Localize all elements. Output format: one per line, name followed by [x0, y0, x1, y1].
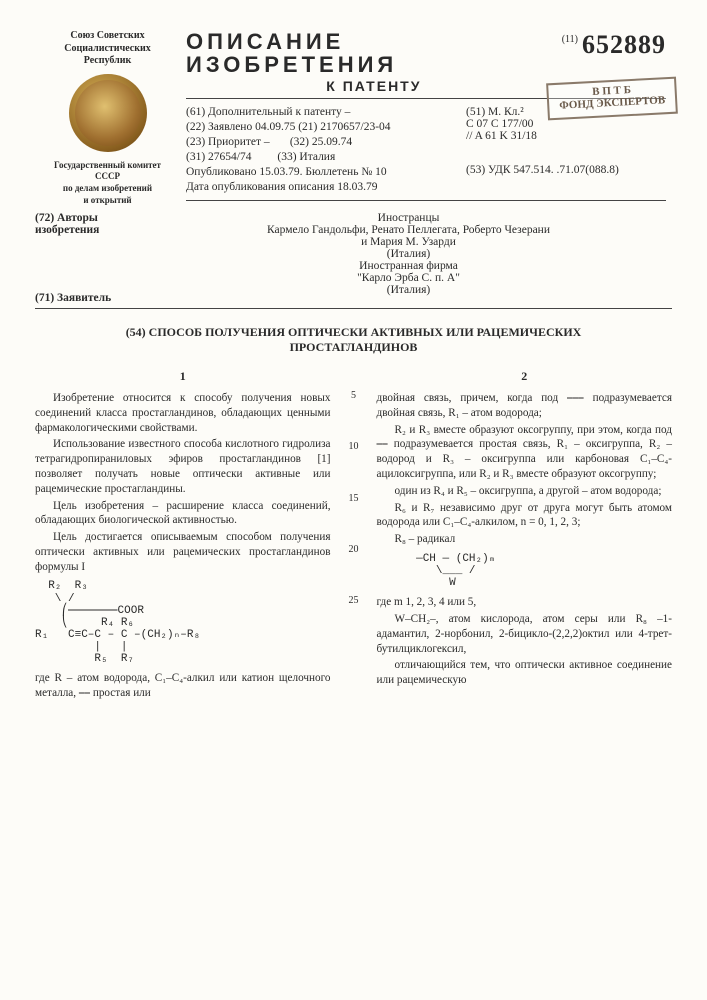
line-numbers: 5 10 15 20 25 — [343, 369, 365, 702]
biblio-left: (61) Дополнительный к патенту – (22) Зая… — [186, 103, 458, 196]
c2-p5: R₈ – радикал — [377, 532, 673, 547]
c2-p4: R₆ и R₇ независимо друг от друга могут б… — [377, 501, 673, 531]
field-23: (23) Приоритет – — [186, 136, 270, 148]
c1-formula: R₂ R₃ \ / ⎛⎯⎯⎯⎯⎯⎯⎯⎯⎯COOR ⎝ R₄ R₆ R₁ C≡C–… — [35, 580, 331, 665]
applicant-block: (71) Заявитель — [35, 252, 672, 304]
ln-25: 25 — [343, 594, 365, 607]
ln-15: 15 — [343, 492, 365, 505]
field-33: (33) Италия — [277, 151, 335, 163]
c1-p4: Цель достигается описываемым способом по… — [35, 530, 331, 574]
c2-formula: —CH — (CH₂)ₘ \___ / W — [377, 553, 673, 589]
divider — [186, 200, 666, 201]
committee-label: Государственный комитет СССР по делам из… — [35, 160, 180, 207]
doc-title-line1: ОПИСАНИЕ — [186, 30, 562, 53]
field-31: (31) 27654/74 — [186, 151, 251, 163]
c2-p3: один из R₄ и R₅ – оксигруппа, а другой –… — [377, 484, 673, 499]
stamp-icon: В П Т Б ФОНД ЭКСПЕРТОВ — [546, 77, 678, 121]
col1-number: 1 — [35, 369, 331, 385]
c1-p1: Изобретение относится к способу получени… — [35, 391, 331, 435]
patent-number: 652889 — [582, 30, 666, 60]
label-71: (71) Заявитель — [35, 252, 145, 304]
c2-p6: где m 1, 2, 3, 4 или 5, — [377, 595, 673, 610]
publication: Опубликовано 15.03.79. Бюллетень № 10 — [186, 166, 450, 178]
doc-subtitle: К ПАТЕНТУ — [186, 78, 562, 94]
c2-p8: отличающийся тем, что оптически активное… — [377, 658, 673, 688]
field-61: (61) Дополнительный к патенту – — [186, 106, 450, 118]
ln-20: 20 — [343, 543, 365, 556]
description-pub: Дата опубликования описания 18.03.79 — [186, 181, 450, 193]
body-columns: 1 Изобретение относится к способу получе… — [35, 369, 672, 702]
divider — [35, 308, 672, 309]
ussr-emblem-icon — [69, 74, 147, 152]
col2-number: 2 — [377, 369, 673, 385]
field-31-33: (31) 27654/74 (33) Италия — [186, 151, 450, 163]
c1-p5: где R – атом водорода, C₁–C₄-алкил или к… — [35, 671, 331, 701]
field-32: (32) 25.09.74 — [290, 136, 352, 148]
c1-p2: Использование известного способа кислотн… — [35, 437, 331, 496]
doc-title-line2: ИЗОБРЕТЕНИЯ — [186, 53, 562, 76]
patent-number-block: (11) 652889 — [562, 30, 666, 60]
issuer-column: Союз Советских Социалистических Республи… — [35, 30, 180, 206]
c1-p3: Цель изобретения – расширение класса сое… — [35, 499, 331, 529]
c2-p2: R₂ и R₃ вместе образуют оксогруппу, при … — [377, 423, 673, 482]
column-2: 2 двойная связь, причем, когда под ⎯⎯⎯ п… — [365, 369, 673, 702]
union-label: Союз Советских Социалистических Республи… — [35, 30, 180, 68]
ln-5: 5 — [343, 389, 365, 402]
invention-title: (54) СПОСОБ ПОЛУЧЕНИЯ ОПТИЧЕСКИ АКТИВНЫХ… — [35, 325, 672, 355]
authors-intro: Иностранцы — [145, 212, 672, 224]
c2-p7: W–CH₂–, атом кислорода, атом серы или R₈… — [377, 612, 673, 656]
column-1: 1 Изобретение относится к способу получе… — [35, 369, 343, 702]
pn-prefix: (11) — [562, 34, 578, 45]
field-22: (22) Заявлено 04.09.75 (21) 2170657/23-0… — [186, 121, 450, 133]
ln-10: 10 — [343, 440, 365, 453]
field-53: (53) УДК 547.514. .71.07(088.8) — [466, 164, 666, 176]
field-23-32: (23) Приоритет – (32) 25.09.74 — [186, 136, 450, 148]
patent-page: Союз Советских Социалистических Республи… — [0, 0, 707, 1000]
c2-p1: двойная связь, причем, когда под ⎯⎯⎯ под… — [377, 391, 673, 421]
